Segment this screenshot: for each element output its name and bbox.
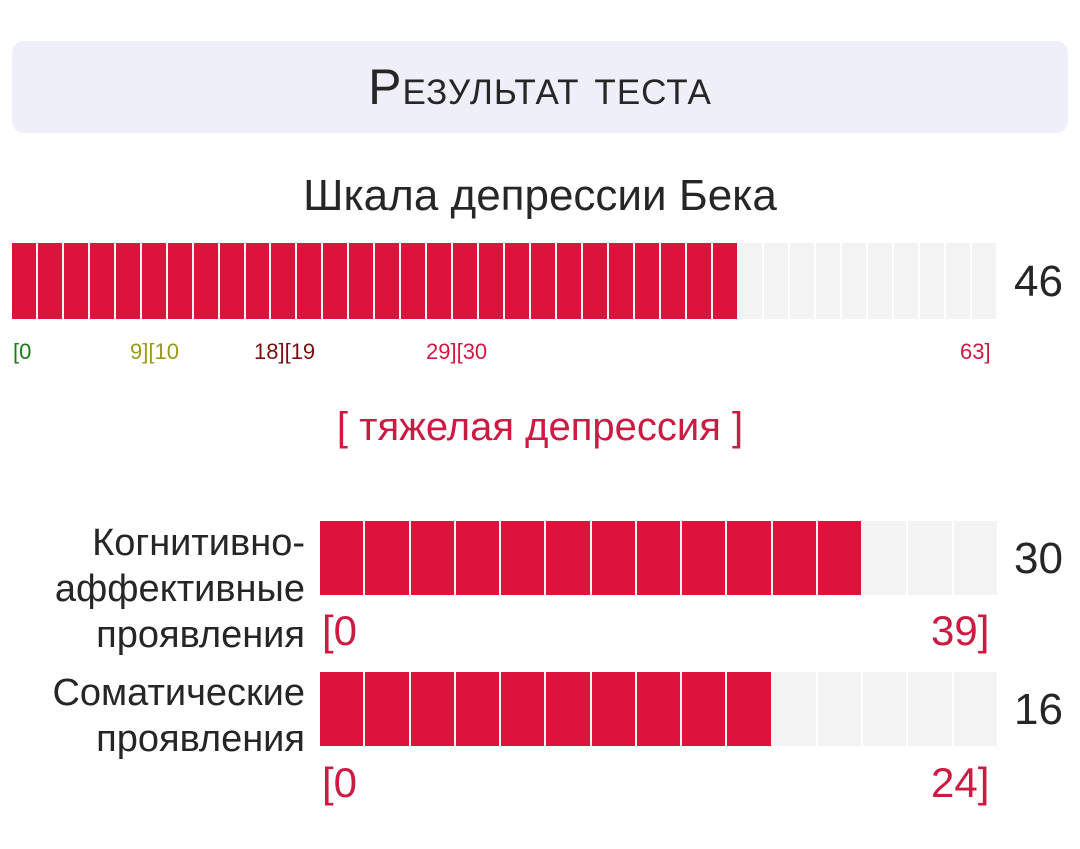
main-scale-bar [12, 243, 998, 319]
range-label-29-30: 29][30 [426, 339, 488, 364]
subscale-bar-segment [772, 521, 816, 595]
main-bar-segment [37, 243, 62, 319]
subscale-bar-segment [682, 672, 726, 746]
main-bar-segment [972, 243, 998, 319]
subscale-bar-segment [636, 521, 681, 595]
main-bar-segment [842, 243, 869, 319]
range-label-0: [0 [13, 339, 32, 364]
main-bar-segment [660, 243, 685, 319]
subscale-range-max: 39] [931, 607, 990, 654]
main-score-value: 46 [1014, 257, 1063, 306]
subscale-bar-segment [501, 521, 545, 595]
scale-title: Шкала депрессии Бека [303, 171, 777, 220]
main-bar-segment [790, 243, 817, 319]
main-bar-segment [868, 243, 895, 319]
subscale-range-min: [0 [322, 607, 358, 654]
result-header: Результат теста [12, 41, 1068, 133]
main-bar-segment [271, 243, 296, 319]
main-bar-segment [245, 243, 270, 319]
subscale-bar-segment [908, 672, 954, 746]
subscale-bar-segment [365, 521, 409, 595]
subscale-bar-segment [682, 521, 726, 595]
main-bar-segment [401, 243, 426, 319]
main-bar-segment [712, 243, 737, 319]
main-bar-segment [12, 243, 36, 319]
main-bar-segment [167, 243, 192, 319]
subscale-bar-segment [455, 521, 500, 595]
main-bar-segment [634, 243, 659, 319]
main-bar-segment [349, 243, 374, 319]
main-bar-segment [505, 243, 529, 319]
subscale-bar-segment [953, 672, 999, 746]
main-bar-segment [608, 243, 633, 319]
subscale-bar-segment [953, 521, 999, 595]
main-bar-segment [193, 243, 218, 319]
main-bar-segment [427, 243, 452, 319]
subscale-label-somatic: Соматические проявления [52, 670, 305, 762]
subscale-label-line: Когнитивно- [92, 522, 305, 564]
subscale-bar-segment [410, 672, 454, 746]
subscale-bar-segment [320, 521, 364, 595]
main-bar-segment [297, 243, 322, 319]
main-bar-segment [89, 243, 114, 319]
subscale-bar-segment [772, 672, 818, 746]
main-bar-segment [115, 243, 140, 319]
subscale-bar-segment [546, 672, 590, 746]
main-bar-segment [453, 243, 478, 319]
subscale-bar-segment [863, 521, 909, 595]
main-bar-segment [894, 243, 921, 319]
subscale-value-cognitive: 30 [1014, 534, 1063, 583]
subscale-bar-segment [908, 521, 954, 595]
main-bar-segment [946, 243, 973, 319]
subscale-bar-segment [727, 521, 771, 595]
main-bar-segment [920, 243, 947, 319]
range-label-63: 63] [960, 339, 991, 364]
subscale-bar-segment [817, 672, 864, 746]
subscale-label-line: аффективные [54, 568, 305, 610]
subscale-bar-segment [455, 672, 500, 746]
subscale-range-max: 24] [931, 759, 990, 806]
main-bar-segment [479, 243, 503, 319]
main-bar-segment [219, 243, 244, 319]
subscale-value-somatic: 16 [1014, 685, 1063, 734]
subscale-bar-segment [591, 672, 635, 746]
subscale-bar-segment [636, 672, 681, 746]
subscale-bar-segment [546, 521, 590, 595]
main-bar-segment [141, 243, 166, 319]
main-bar-segment [530, 243, 555, 319]
main-bar-segment [63, 243, 88, 319]
subscale-bar-segment [863, 672, 909, 746]
main-bar-segment [738, 243, 765, 319]
subscale-bar-segment [501, 672, 545, 746]
header-title: Результат теста [368, 59, 712, 115]
subscale-bar-segment [365, 672, 409, 746]
main-bar-segment [816, 243, 843, 319]
main-bar-segment [764, 243, 791, 319]
subscale-bar-segment [410, 521, 454, 595]
subscale-range-min: [0 [322, 759, 358, 806]
main-bar-segment [556, 243, 581, 319]
subscale-bar-segment [320, 672, 364, 746]
subscale-label-line: Соматические [52, 672, 305, 714]
subscale-bar-segment [817, 521, 862, 595]
main-bar-segment [582, 243, 607, 319]
main-bar-segment [323, 243, 348, 319]
subscale-label-line: проявления [96, 614, 305, 656]
main-bar-segment [375, 243, 400, 319]
range-label-18-19: 18][19 [254, 339, 316, 364]
main-bar-segment [686, 243, 711, 319]
subscale-label-line: проявления [96, 718, 305, 760]
subscale-bar-segment [727, 672, 771, 746]
subscale-bar-cognitive [320, 521, 999, 595]
subscale-bar-segment [591, 521, 635, 595]
verdict-text: [ тяжелая депрессия ] [336, 405, 744, 449]
subscale-bar-somatic [320, 672, 999, 746]
range-label-9-10: 9][10 [130, 339, 179, 364]
subscale-label-cognitive: Когнитивно- аффективные проявления [55, 520, 305, 658]
